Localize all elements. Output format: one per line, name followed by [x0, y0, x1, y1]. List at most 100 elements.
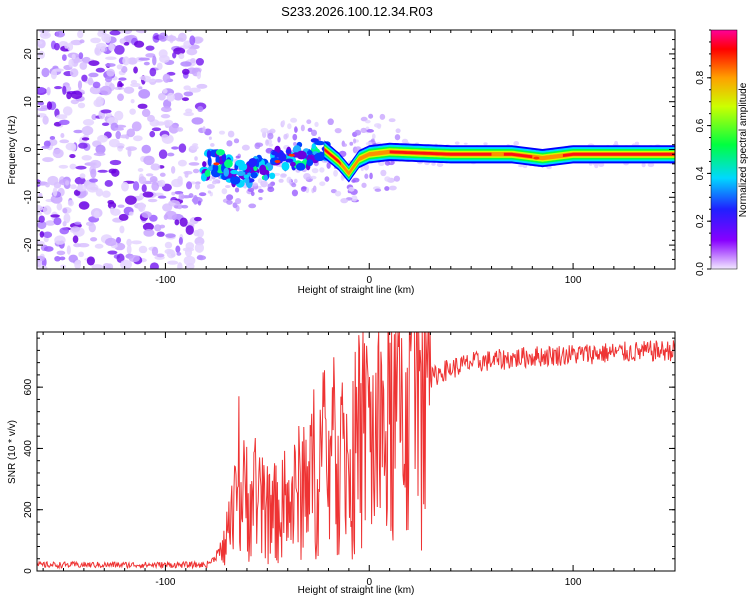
track-blob — [289, 161, 296, 167]
noise-blob — [147, 114, 155, 123]
noise-blob — [183, 91, 194, 97]
noise-blob — [46, 86, 51, 96]
track-blob — [207, 156, 212, 167]
noise-blob — [157, 92, 166, 101]
noise-blob — [176, 251, 182, 256]
noise-blob — [138, 89, 151, 99]
track-scatter — [234, 187, 240, 193]
noise-blob — [117, 145, 125, 149]
noise-blob — [59, 256, 66, 261]
noise-blob — [131, 121, 142, 132]
noise-blob — [131, 240, 142, 245]
track-scatter — [352, 177, 360, 183]
noise-blob — [142, 191, 154, 198]
noise-blob — [123, 86, 135, 94]
noise-blob — [182, 68, 190, 75]
tone-halo — [594, 163, 599, 169]
noise-blob — [42, 157, 54, 163]
noise-blob — [94, 243, 104, 249]
track-scatter — [267, 132, 274, 140]
noise-blob — [132, 181, 140, 191]
noise-blob — [87, 77, 94, 86]
noise-blob — [56, 250, 66, 256]
track-scatter — [333, 169, 338, 177]
track-blob — [238, 163, 248, 171]
noise-blob — [73, 243, 82, 248]
noise-blob — [41, 145, 50, 149]
noise-blob — [70, 90, 83, 100]
noise-blob — [149, 67, 157, 77]
colorbar-tick-label: 0.0 — [695, 262, 706, 276]
tone-band-red — [503, 152, 533, 159]
noise-blob — [171, 191, 176, 196]
track-scatter — [235, 155, 240, 159]
colorbar: 0.0 0.2 0.4 0.6 0.8 Normalized spectral ampl… — [695, 29, 749, 276]
track-scatter — [283, 133, 288, 140]
noise-blob — [72, 235, 79, 244]
track-scatter — [384, 176, 391, 182]
track-scatter — [371, 138, 375, 143]
noise-blob — [100, 109, 112, 114]
track-scatter — [388, 118, 396, 123]
noise-blob — [42, 205, 52, 215]
track-scatter — [277, 136, 281, 143]
colorbar-tick-label: 0.2 — [695, 214, 706, 228]
noise-blob — [50, 194, 63, 204]
noise-blob — [113, 45, 125, 55]
track-scatter — [369, 172, 373, 180]
track-scatter — [257, 188, 264, 193]
noise-blob — [52, 187, 58, 197]
tone-halo — [513, 140, 520, 146]
noise-blob — [60, 132, 65, 139]
snr-ytick-label: 200 — [23, 501, 34, 518]
noise-blob — [175, 37, 184, 42]
tone-halo — [401, 138, 409, 144]
noise-blob — [93, 152, 106, 157]
noise-blob — [177, 175, 183, 186]
track-scatter — [208, 136, 212, 140]
tone-halo — [463, 142, 468, 145]
noise-blob — [69, 68, 79, 78]
noise-blob — [152, 55, 157, 66]
noise-blob — [121, 181, 129, 192]
noise-blob — [90, 237, 98, 242]
track-scatter — [388, 185, 397, 191]
track-scatter — [293, 142, 297, 146]
noise-blob — [118, 83, 124, 87]
noise-blob — [157, 62, 163, 70]
track-scatter — [214, 179, 220, 183]
spec-ytick-label: -20 — [23, 237, 34, 252]
track-scatter — [226, 199, 233, 205]
noise-blob — [50, 69, 58, 80]
track-scatter — [393, 175, 401, 182]
track-blob — [295, 162, 306, 171]
noise-blob — [133, 66, 138, 74]
track-scatter — [306, 119, 312, 125]
noise-blob — [145, 53, 156, 58]
noise-blob — [191, 117, 204, 125]
track-scatter — [241, 144, 250, 151]
noise-blob — [116, 64, 123, 70]
track-scatter — [202, 126, 206, 133]
spec-ytick-label: 10 — [23, 96, 34, 108]
noise-blob — [141, 108, 151, 118]
noise-blob — [37, 107, 48, 111]
track-scatter — [194, 182, 201, 190]
noise-blob — [89, 178, 99, 183]
noise-blob — [53, 42, 60, 51]
noise-blob — [158, 49, 168, 59]
colorbar-tick-label: 0.4 — [695, 166, 706, 180]
noise-blob — [162, 88, 168, 94]
noise-blob — [66, 245, 71, 255]
noise-blob — [177, 262, 183, 269]
noise-blob — [113, 86, 125, 90]
noise-blob — [74, 221, 82, 225]
noise-blob — [74, 259, 81, 269]
spec-xtick-label: 0 — [366, 275, 372, 286]
colorbar-tick-label: 0.6 — [695, 118, 706, 132]
noise-blob — [78, 52, 84, 60]
tone-band-red — [324, 148, 341, 166]
noise-blob — [114, 110, 124, 121]
